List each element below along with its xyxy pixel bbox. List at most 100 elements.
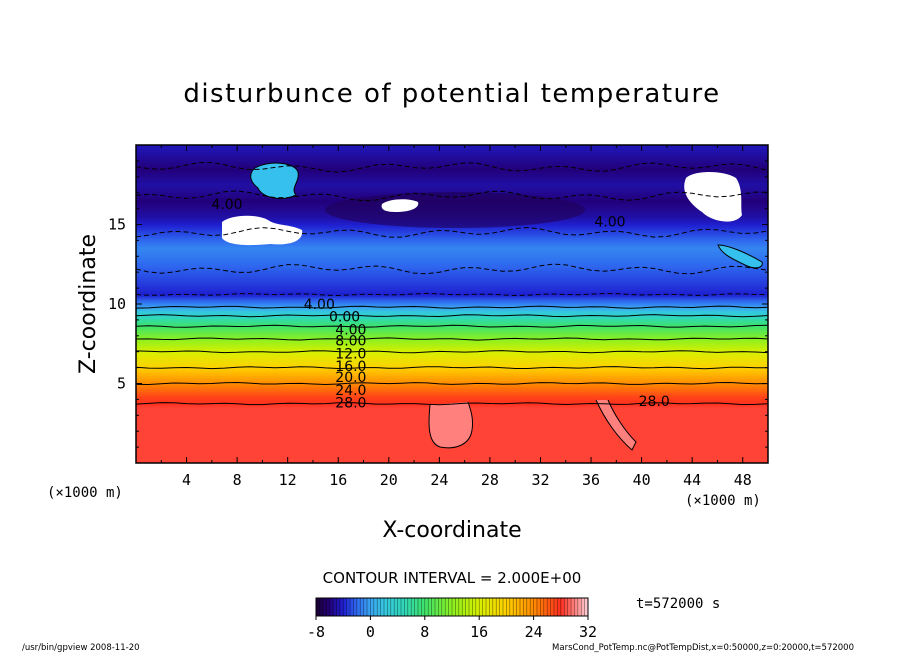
contour-line [136,314,768,318]
x-tick-label: 32 [531,471,549,489]
contour-label: 8.00 [335,334,366,350]
footer-right: MarsCond_PotTemp.nc@PotTempDist,x=0:5000… [552,643,854,653]
field-band [136,295,768,299]
field-band [136,392,768,396]
field-band [136,182,768,186]
field-band [136,394,768,397]
x-tick-label: 40 [633,471,651,489]
field-band [136,352,768,356]
x-unit-label: (×1000 m) [47,485,123,501]
warm-anomaly [429,402,473,448]
colorbar-tick-label: 16 [470,623,488,641]
field-band [136,309,768,313]
field-band [136,154,768,157]
field-band [136,166,768,170]
plot-area [136,145,768,463]
field-band [136,305,768,308]
field-band [136,179,768,183]
x-tick-label: 20 [380,471,398,489]
z-unit-label: (×1000 m) [685,493,761,509]
field-band [136,362,768,365]
field-band [136,301,768,305]
field-band [136,346,768,350]
field-band [136,332,768,335]
contour-line [136,190,768,202]
field-band [136,317,768,321]
field-band [136,348,768,351]
field-band [136,230,768,233]
field-band [136,395,768,399]
field-band [136,290,768,294]
colorbar-tick-label: 0 [366,623,375,641]
field-band [136,146,768,149]
field-band [136,298,768,302]
field-band [136,311,768,315]
field-band [136,400,768,404]
field-band [136,338,768,342]
field-band [136,184,768,187]
contour-label: 4.00 [335,322,366,338]
field-band [136,375,768,378]
field-band [136,145,768,148]
contour-line [136,324,768,328]
field-band [136,276,768,280]
x-tick-label: 44 [683,471,701,489]
field-band [136,238,768,241]
contour-label: 24.0 [335,383,366,399]
contour-line [595,399,637,451]
field-band [136,365,768,369]
field-band [136,176,768,179]
field-band [136,379,768,383]
field-band [136,252,768,256]
warm-anomaly [596,400,636,450]
y-tick-label: 5 [117,375,126,393]
field-band [136,336,768,340]
colorbar-tick-label: 32 [579,623,597,641]
contour-line [136,226,768,238]
field-band [136,389,768,392]
footer-left: /usr/bin/gpview 2008-11-20 [22,643,140,653]
field-band [136,227,768,230]
field-band [136,243,768,246]
field-band [136,452,768,456]
field-band [136,190,768,194]
field-band [136,363,768,367]
field-band [136,281,768,284]
field-band [136,239,768,243]
field-band [136,340,768,343]
masked-region [381,199,419,212]
field-band [136,260,768,264]
field-band [136,457,768,461]
field-band [136,263,768,267]
field-band [136,381,768,384]
field-band [136,384,768,388]
field-band [136,368,768,372]
field-band [136,165,768,168]
field-band [136,355,768,359]
field-band [136,268,768,272]
y-axis-title: Z-coordinate [76,234,101,374]
contour-label: 4.00 [211,197,242,213]
field-band [136,249,768,253]
field-band [136,373,768,377]
field-band [136,257,768,260]
field-band [136,376,768,380]
field-band [136,341,768,345]
field-band [136,390,768,394]
field-band [136,168,768,171]
contour-label: 28.0 [335,396,366,412]
x-tick-label: 16 [329,471,347,489]
field-band [136,185,768,189]
field-band [136,157,768,160]
contour-label: 0.00 [329,310,360,326]
field-band [136,152,768,156]
chart-title: disturbunce of potential temperature [183,79,720,109]
field-band [136,262,768,265]
y-tick-label: 15 [108,216,126,234]
field-band [136,163,768,167]
contour-label: 16.0 [335,359,366,375]
field-band [136,370,768,373]
field-band [136,278,768,281]
field-band [136,349,768,353]
colorbar-frame [315,597,589,617]
